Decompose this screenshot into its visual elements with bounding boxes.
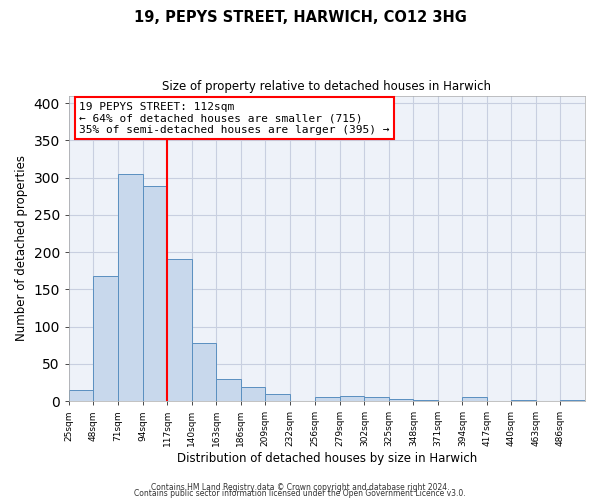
- Bar: [69, 390, 94, 401]
- Bar: [511, 400, 536, 401]
- Text: Contains HM Land Registry data © Crown copyright and database right 2024.: Contains HM Land Registry data © Crown c…: [151, 484, 449, 492]
- Bar: [191, 343, 216, 401]
- Bar: [340, 396, 364, 401]
- Text: 19, PEPYS STREET, HARWICH, CO12 3HG: 19, PEPYS STREET, HARWICH, CO12 3HG: [134, 10, 466, 25]
- Bar: [143, 186, 167, 401]
- Bar: [167, 260, 191, 401]
- Y-axis label: Number of detached properties: Number of detached properties: [15, 156, 28, 342]
- Text: Contains public sector information licensed under the Open Government Licence v3: Contains public sector information licen…: [134, 490, 466, 498]
- Title: Size of property relative to detached houses in Harwich: Size of property relative to detached ho…: [163, 80, 491, 93]
- Text: 19 PEPYS STREET: 112sqm
← 64% of detached houses are smaller (715)
35% of semi-d: 19 PEPYS STREET: 112sqm ← 64% of detache…: [79, 102, 390, 135]
- Bar: [389, 399, 413, 401]
- Bar: [94, 276, 118, 401]
- Bar: [241, 387, 265, 401]
- Bar: [560, 400, 585, 401]
- Bar: [265, 394, 290, 401]
- Bar: [463, 398, 487, 401]
- Bar: [216, 378, 241, 401]
- Bar: [413, 400, 438, 401]
- Bar: [364, 398, 389, 401]
- Bar: [118, 174, 143, 401]
- Bar: [315, 398, 340, 401]
- X-axis label: Distribution of detached houses by size in Harwich: Distribution of detached houses by size …: [177, 452, 477, 465]
